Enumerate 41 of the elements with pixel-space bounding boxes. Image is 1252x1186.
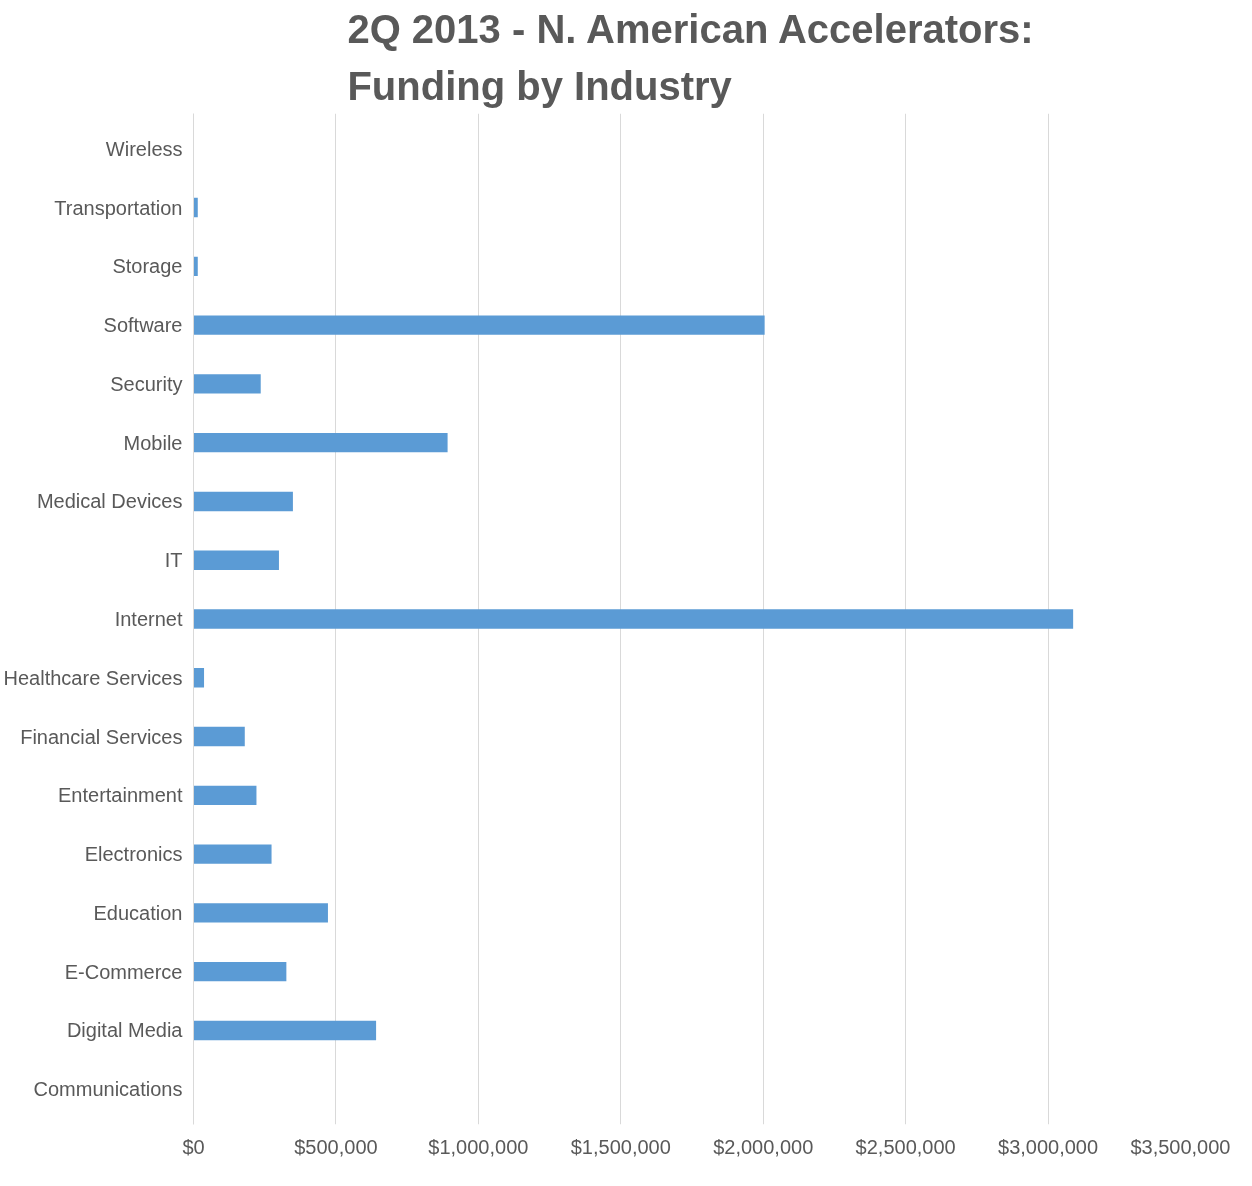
y-tick-label: Security	[110, 372, 183, 395]
bar	[193, 844, 272, 864]
bar	[193, 785, 257, 806]
x-tick-label: $0	[182, 1135, 205, 1158]
x-tick-label: $2,500,000	[855, 1135, 956, 1158]
y-tick-label: Medical Devices	[36, 490, 183, 513]
x-tick-label: $3,000,000	[998, 1135, 1099, 1158]
x-tick-label: $1,500,000	[570, 1135, 671, 1158]
bar	[193, 315, 765, 335]
bar	[193, 197, 198, 218]
y-tick-label: Financial Services	[20, 725, 183, 748]
bar	[193, 609, 1074, 629]
bar	[193, 726, 245, 747]
x-tick-label: $500,000	[294, 1135, 378, 1158]
chart-title: 2Q 2013 - N. American Accelerators: Funding by Industry	[347, 7, 1034, 109]
bar	[193, 668, 205, 688]
y-tick-label: Software	[103, 314, 183, 337]
y-tick-label: Education	[93, 901, 183, 924]
y-tick-label: Storage	[112, 255, 183, 278]
bar	[193, 374, 261, 394]
bar	[193, 903, 328, 923]
y-tick-label: Mobile	[123, 431, 183, 454]
y-tick-label: Healthcare Services	[3, 666, 183, 689]
y-tick-label: Communications	[33, 1078, 183, 1101]
x-tick-label: $1,000,000	[428, 1135, 529, 1158]
x-tick-label: $3,500,000	[1130, 1135, 1231, 1158]
y-tick-label: E-Commerce	[64, 960, 183, 983]
y-tick-label: Entertainment	[57, 784, 183, 807]
x-tick-label: $2,000,000	[713, 1135, 814, 1158]
y-tick-label: Transportation	[54, 196, 183, 219]
bar	[193, 432, 448, 453]
bar	[193, 256, 198, 277]
bar	[193, 491, 293, 512]
y-tick-label: Wireless	[105, 137, 183, 160]
y-tick-label: Internet	[114, 608, 183, 630]
y-tick-label: Electronics	[84, 843, 183, 866]
y-tick-label: Digital Media	[66, 1019, 184, 1042]
bar	[193, 1020, 377, 1041]
bar	[193, 961, 287, 982]
bar	[193, 550, 279, 570]
y-tick-label: IT	[164, 549, 183, 572]
